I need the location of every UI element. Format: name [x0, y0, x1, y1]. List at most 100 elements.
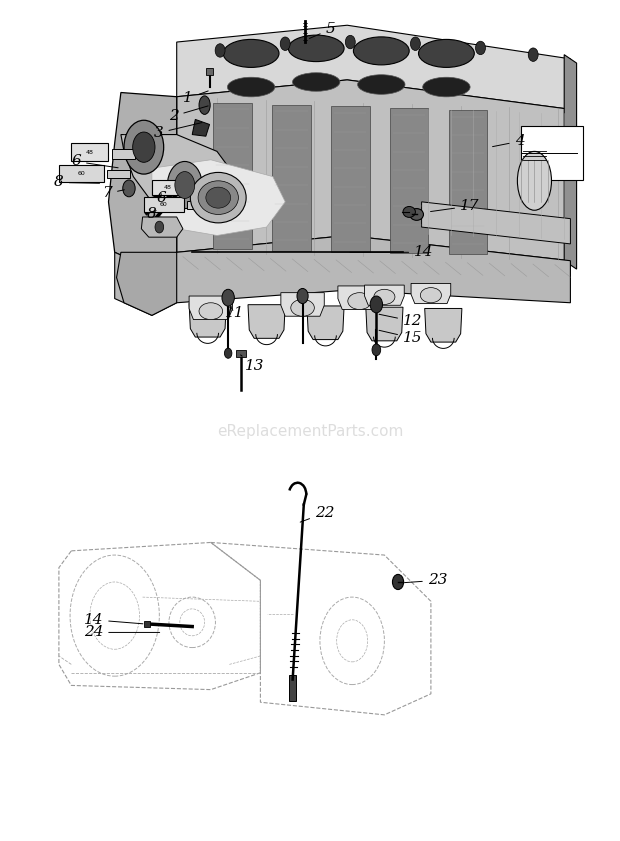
- Polygon shape: [449, 110, 487, 254]
- Text: 4: 4: [492, 135, 525, 148]
- Polygon shape: [192, 119, 210, 136]
- Bar: [289, 675, 296, 701]
- Polygon shape: [422, 202, 570, 244]
- Bar: [206, 68, 213, 75]
- Ellipse shape: [353, 37, 409, 65]
- Text: 1: 1: [183, 91, 208, 105]
- Text: 23: 23: [404, 574, 447, 587]
- Polygon shape: [177, 80, 570, 261]
- Polygon shape: [281, 293, 324, 316]
- Text: eReplacementParts.com: eReplacementParts.com: [217, 424, 403, 439]
- Bar: [59, 165, 104, 182]
- Circle shape: [124, 120, 164, 174]
- Polygon shape: [108, 93, 177, 269]
- Circle shape: [528, 48, 538, 61]
- Circle shape: [175, 172, 195, 198]
- Bar: [521, 125, 583, 181]
- Ellipse shape: [199, 96, 210, 114]
- Ellipse shape: [293, 72, 340, 92]
- Circle shape: [123, 180, 135, 197]
- Text: 6: 6: [71, 155, 118, 168]
- Circle shape: [224, 348, 232, 358]
- Polygon shape: [189, 296, 232, 320]
- Polygon shape: [121, 135, 236, 227]
- Bar: [144, 197, 184, 212]
- Bar: [236, 350, 246, 357]
- Circle shape: [215, 44, 225, 57]
- Polygon shape: [213, 103, 252, 249]
- Circle shape: [392, 574, 404, 590]
- Polygon shape: [272, 104, 311, 251]
- Circle shape: [280, 37, 290, 50]
- Bar: [112, 149, 135, 159]
- Polygon shape: [425, 309, 462, 342]
- Ellipse shape: [418, 40, 474, 67]
- Polygon shape: [366, 307, 403, 341]
- Polygon shape: [177, 25, 570, 109]
- Circle shape: [372, 344, 381, 356]
- Text: 8: 8: [54, 176, 100, 189]
- Circle shape: [476, 41, 485, 55]
- Ellipse shape: [223, 40, 279, 67]
- Polygon shape: [141, 217, 183, 237]
- Bar: [71, 143, 108, 161]
- Ellipse shape: [410, 209, 423, 220]
- Polygon shape: [411, 283, 451, 304]
- Text: 60: 60: [160, 202, 167, 207]
- Polygon shape: [331, 107, 370, 251]
- Circle shape: [155, 221, 164, 233]
- Bar: [152, 180, 184, 195]
- Circle shape: [297, 288, 308, 304]
- Ellipse shape: [206, 188, 231, 209]
- Ellipse shape: [423, 77, 470, 97]
- Circle shape: [133, 132, 155, 162]
- Text: 22: 22: [300, 506, 334, 522]
- Ellipse shape: [198, 181, 238, 214]
- Bar: [144, 621, 150, 627]
- Circle shape: [222, 289, 234, 306]
- Ellipse shape: [420, 288, 441, 303]
- Ellipse shape: [358, 75, 405, 94]
- Bar: [187, 184, 207, 192]
- Text: 11: 11: [224, 306, 244, 320]
- Text: 13: 13: [241, 355, 264, 373]
- Text: 24: 24: [84, 626, 160, 639]
- Text: 14: 14: [350, 246, 433, 259]
- Text: 15: 15: [379, 331, 422, 345]
- Text: 12: 12: [379, 315, 422, 328]
- Ellipse shape: [228, 77, 275, 97]
- Ellipse shape: [348, 293, 371, 309]
- Polygon shape: [152, 160, 285, 235]
- Polygon shape: [365, 285, 404, 305]
- Ellipse shape: [291, 299, 314, 316]
- Text: 7: 7: [102, 187, 125, 200]
- Text: 17: 17: [430, 199, 479, 213]
- Ellipse shape: [190, 172, 246, 223]
- Circle shape: [345, 35, 355, 49]
- Polygon shape: [117, 252, 177, 315]
- Text: 48: 48: [86, 150, 94, 155]
- Bar: [187, 201, 207, 209]
- Ellipse shape: [403, 207, 415, 218]
- Ellipse shape: [517, 151, 551, 210]
- Polygon shape: [307, 306, 344, 340]
- Text: 6: 6: [156, 191, 166, 204]
- Text: 48: 48: [164, 185, 172, 190]
- Bar: [107, 170, 130, 178]
- Text: 8: 8: [147, 208, 157, 221]
- Text: 2: 2: [169, 106, 208, 123]
- Circle shape: [167, 161, 202, 209]
- Ellipse shape: [374, 289, 395, 304]
- Polygon shape: [390, 108, 428, 253]
- Circle shape: [370, 296, 383, 313]
- Polygon shape: [248, 304, 285, 338]
- Ellipse shape: [288, 35, 344, 61]
- Text: 5: 5: [309, 23, 335, 39]
- Ellipse shape: [199, 303, 223, 320]
- Text: 14: 14: [84, 613, 143, 627]
- Text: 60: 60: [78, 171, 85, 176]
- Text: 3: 3: [154, 123, 202, 140]
- Polygon shape: [564, 55, 577, 269]
- Polygon shape: [115, 235, 570, 315]
- Polygon shape: [338, 286, 381, 309]
